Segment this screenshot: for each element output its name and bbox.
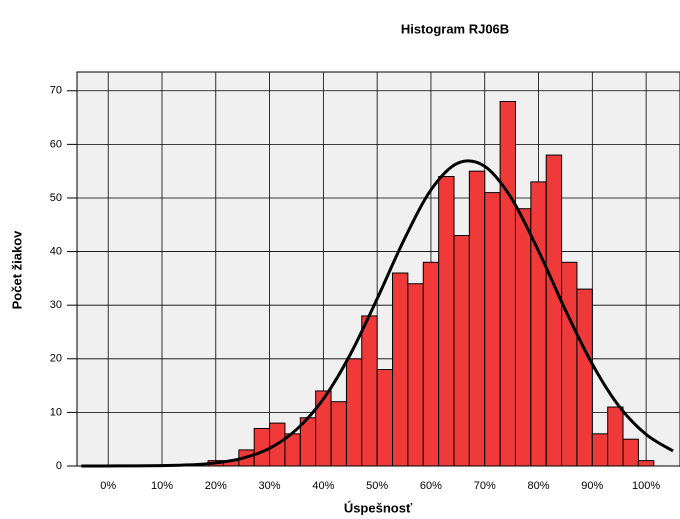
bar [253, 427, 271, 467]
bar [607, 406, 624, 467]
y-tick-label: 0 [56, 460, 62, 472]
x-tick-label: 50% [366, 480, 388, 492]
y-tick-label: 20 [50, 353, 62, 365]
y-tick-label: 10 [50, 406, 62, 418]
bar [345, 358, 363, 467]
bar [468, 170, 486, 467]
bar [530, 181, 547, 467]
x-tick-label: 30% [259, 480, 281, 492]
x-tick-label: 60% [420, 480, 442, 492]
normal-curve [81, 159, 674, 468]
y-tick-label: 30 [50, 299, 62, 311]
bar [453, 234, 470, 467]
x-tick-label: 40% [312, 480, 334, 492]
bar [438, 176, 455, 467]
bar [484, 192, 501, 467]
x-tick-label: 100% [632, 480, 660, 492]
bar [315, 390, 332, 467]
x-tick-label: 80% [528, 480, 550, 492]
bar [407, 283, 424, 467]
bar [422, 261, 440, 467]
bar [561, 261, 578, 467]
y-axis-label: Počet žiakov [9, 230, 24, 310]
x-axis-label: Úspešnosť [344, 500, 413, 515]
x-tick-label: 10% [151, 480, 173, 492]
y-tick-label: 60 [50, 138, 62, 150]
bar [376, 369, 394, 467]
bar [591, 433, 609, 467]
bar [622, 438, 639, 467]
bar [499, 100, 516, 467]
y-tick-label: 40 [50, 245, 62, 257]
x-tick-label: 20% [205, 480, 227, 492]
bar [392, 272, 409, 467]
bar [330, 401, 347, 467]
bar [545, 154, 563, 467]
y-tick-label: 50 [50, 192, 62, 204]
bar [576, 288, 593, 467]
chart-title: Histogram RJ06B [401, 21, 509, 36]
x-tick-label: 70% [474, 480, 496, 492]
bar [514, 208, 532, 467]
bar [361, 315, 378, 467]
y-tick-label: 70 [50, 85, 62, 97]
x-tick-label: 0% [100, 480, 116, 492]
plot-frame [76, 71, 680, 467]
bar [637, 460, 655, 467]
x-tick-label: 90% [581, 480, 603, 492]
